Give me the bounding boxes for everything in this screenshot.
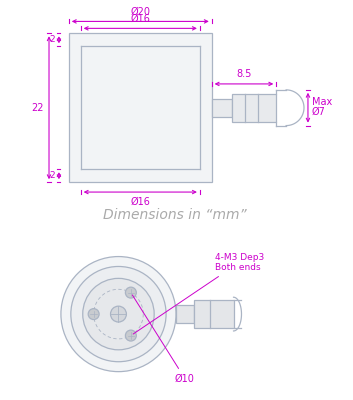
Circle shape — [71, 266, 166, 362]
Text: Max: Max — [312, 97, 332, 107]
Text: Ø7: Ø7 — [312, 107, 326, 117]
Bar — [176, 305, 194, 323]
Circle shape — [110, 306, 126, 322]
Circle shape — [88, 309, 99, 320]
Bar — [212, 99, 232, 117]
Text: 8.5: 8.5 — [236, 69, 252, 79]
Circle shape — [125, 287, 136, 298]
Text: 2: 2 — [49, 35, 55, 44]
Text: Ø10: Ø10 — [132, 295, 195, 384]
Circle shape — [61, 256, 176, 372]
Text: Ø16: Ø16 — [130, 14, 150, 24]
Bar — [194, 300, 234, 328]
Bar — [69, 33, 212, 182]
Circle shape — [125, 330, 136, 341]
Text: Ø20: Ø20 — [130, 6, 150, 16]
Text: Dimensions in “mm”: Dimensions in “mm” — [103, 208, 247, 222]
Text: 4-M3 Dep3
Both ends: 4-M3 Dep3 Both ends — [133, 253, 264, 334]
Text: Ø16: Ø16 — [130, 197, 150, 207]
Text: 2: 2 — [49, 171, 55, 180]
Bar — [232, 94, 276, 122]
Circle shape — [83, 278, 154, 350]
Text: 22: 22 — [31, 103, 44, 113]
